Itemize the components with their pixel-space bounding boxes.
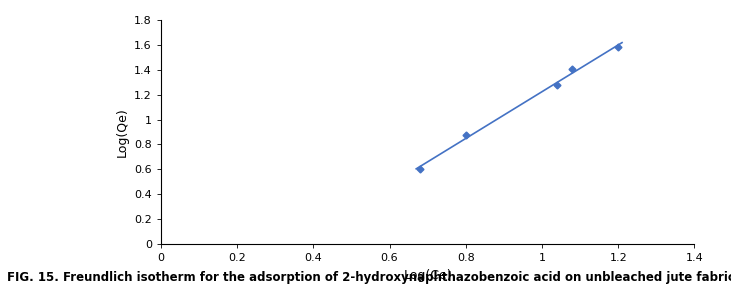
Text: FIG. 15.: FIG. 15.	[7, 271, 64, 284]
Y-axis label: Log(Qe): Log(Qe)	[115, 107, 129, 157]
Text: Freundlich isotherm for the adsorption of 2-hydroxynaphthazobenzoic acid on unbl: Freundlich isotherm for the adsorption o…	[64, 271, 731, 284]
X-axis label: Log(Ce): Log(Ce)	[404, 269, 452, 282]
